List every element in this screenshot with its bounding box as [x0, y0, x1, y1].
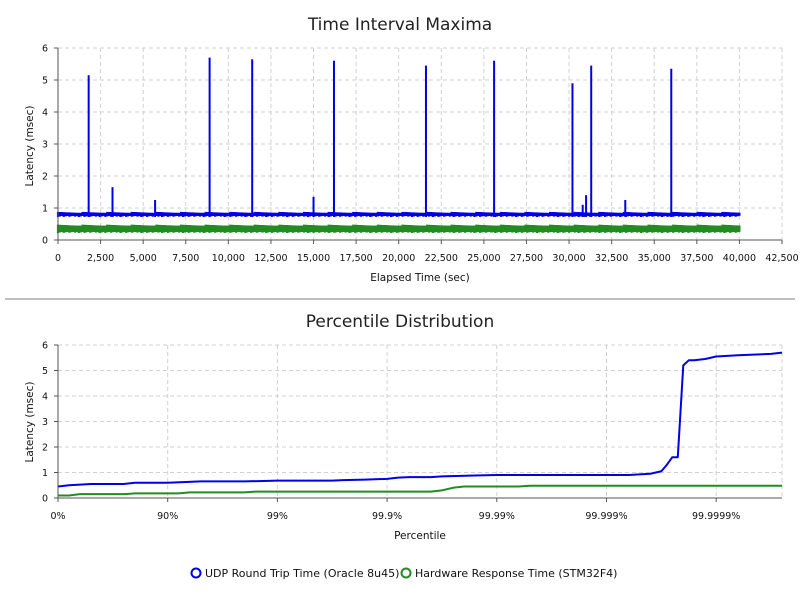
x-tick-label: 35,000	[638, 253, 671, 264]
y-tick-label: 3	[42, 417, 48, 428]
series-udp-band-fill	[58, 212, 740, 216]
y-tick-label: 5	[42, 76, 48, 87]
y-axis-label: Latency (msec)	[24, 106, 36, 187]
x-tick-label: 25,000	[467, 253, 500, 264]
y-tick-label: 6	[42, 44, 48, 55]
chart-percentile-distribution: Percentile Distribution 0% 90% 99% 99.9% 99.…	[24, 312, 783, 542]
x-tick-label: 22,500	[425, 253, 458, 264]
x-tick-label: 20,000	[382, 253, 415, 264]
x-tick-label: 99.99%	[479, 511, 515, 522]
axes: 0% 90% 99% 99.9% 99.99% 99.999% 99.9999% 0 1 2 3 4 5…	[42, 341, 782, 522]
chart-time-interval-maxima: Time Interval Maxima 0 2,500 5,000 7,500 10,…	[24, 15, 799, 284]
x-axis-label: Elapsed Time (sec)	[370, 272, 470, 284]
x-tick-label: 12,500	[254, 253, 287, 264]
x-tick-label: 2,500	[87, 253, 114, 264]
x-tick-label: 10,000	[212, 253, 245, 264]
series-udp-line	[57, 351, 783, 488]
x-tick-label: 30,000	[552, 253, 585, 264]
x-tick-label: 99.999%	[585, 511, 627, 522]
x-tick-label: 7,500	[172, 253, 199, 264]
legend-marker-hw	[400, 567, 412, 579]
y-tick-label: 4	[42, 108, 48, 119]
x-tick-label: 32,500	[595, 253, 628, 264]
chart-title: Percentile Distribution	[306, 312, 494, 332]
x-tick-label: 17,500	[339, 253, 372, 264]
y-tick-label: 1	[42, 468, 48, 479]
x-tick-label: 99.9999%	[692, 511, 740, 522]
y-tick-label: 1	[42, 204, 48, 215]
x-axis-label: Percentile	[394, 530, 446, 542]
axes: 0 2,500 5,000 7,500 10,000 12,500 15,000 17,500…	[42, 44, 799, 265]
y-tick-label: 6	[42, 341, 48, 352]
x-tick-label: 27,500	[510, 253, 543, 264]
x-tick-label: 99.9%	[372, 511, 402, 522]
grid	[58, 47, 783, 240]
legend-label-hw: Hardware Response Time (STM32F4)	[415, 567, 617, 580]
y-tick-label: 3	[42, 140, 48, 151]
x-tick-label: 42,500	[765, 253, 798, 264]
x-tick-label: 40,000	[723, 253, 756, 264]
x-tick-label: 90%	[157, 511, 178, 522]
y-tick-label: 2	[42, 172, 48, 183]
y-tick-label: 0	[42, 236, 48, 247]
x-tick-label: 99%	[267, 511, 288, 522]
y-tick-label: 2	[42, 443, 48, 454]
legend-marker-udp	[190, 567, 202, 579]
x-tick-label: 0	[55, 253, 61, 264]
grid	[58, 344, 783, 498]
legend-label-udp: UDP Round Trip Time (Oracle 8u45)	[205, 567, 399, 580]
y-tick-label: 0	[42, 494, 48, 505]
chart-title: Time Interval Maxima	[307, 15, 492, 35]
x-tick-label: 15,000	[297, 253, 330, 264]
x-tick-label: 0%	[50, 511, 65, 522]
y-tick-label: 4	[42, 392, 48, 403]
x-tick-label: 37,500	[680, 253, 713, 264]
series-hw-line	[58, 484, 782, 497]
series-group	[56, 57, 741, 233]
series-hw-band-fill	[58, 225, 740, 232]
y-tick-label: 5	[42, 366, 48, 377]
x-tick-label: 5,000	[130, 253, 157, 264]
series-group	[57, 351, 783, 497]
y-axis-label: Latency (msec)	[24, 382, 36, 463]
legend: UDP Round Trip Time (Oracle 8u45) Hardwa…	[190, 567, 617, 580]
